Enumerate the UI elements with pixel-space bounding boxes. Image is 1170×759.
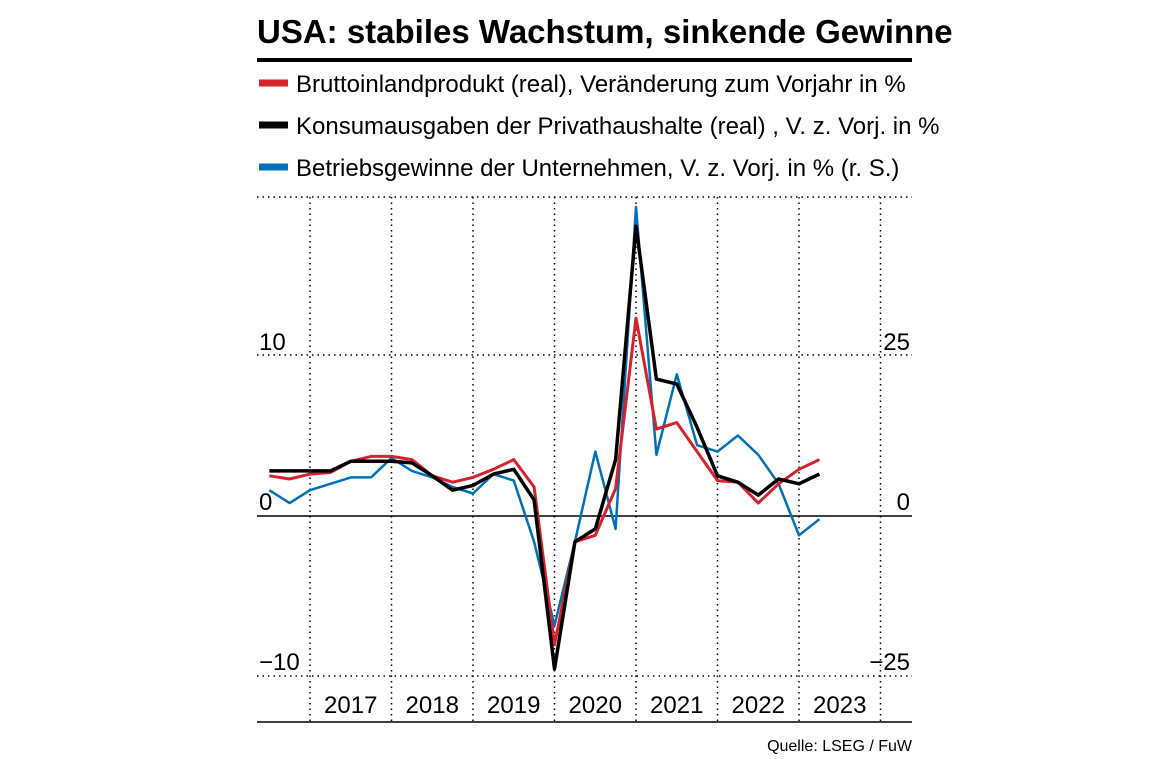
legend-label-gdp: Bruttoinlandprodukt (real), Veränderung …	[296, 71, 906, 98]
chart-title: USA: stabiles Wachstum, sinkende Gewinne	[257, 13, 953, 50]
gdp-line	[269, 316, 821, 647]
series-layer	[268, 205, 821, 671]
legend: Bruttoinlandprodukt (real), Veränderung …	[259, 71, 939, 182]
right-axis: 25 0 −25	[869, 329, 910, 676]
left-axis: 10 0 −10	[259, 329, 300, 676]
consumption-line	[269, 224, 821, 671]
right-tick-0: 0	[897, 489, 910, 516]
x-tick-2022: 2022	[732, 692, 785, 719]
left-tick-0: 0	[259, 489, 272, 516]
x-tick-2018: 2018	[406, 692, 459, 719]
x-tick-2021: 2021	[650, 692, 703, 719]
x-tick-2017: 2017	[324, 692, 377, 719]
right-tick-neg25: −25	[869, 649, 910, 676]
source-note: Quelle: LSEG / FuW	[767, 738, 913, 755]
x-tick-2020: 2020	[569, 692, 622, 719]
plot-area	[257, 196, 912, 723]
x-tick-2019: 2019	[487, 692, 540, 719]
x-axis: 2017 2018 2019 2020 2021 2022 2023	[324, 692, 866, 719]
left-tick-10: 10	[259, 329, 286, 356]
legend-label-profits: Betriebsgewinne der Unternehmen, V. z. V…	[296, 155, 899, 182]
right-tick-25: 25	[883, 329, 910, 356]
x-tick-2023: 2023	[813, 692, 866, 719]
legend-label-consumption: Konsumausgaben der Privathaushalte (real…	[296, 113, 939, 140]
left-tick-neg10: −10	[259, 649, 300, 676]
